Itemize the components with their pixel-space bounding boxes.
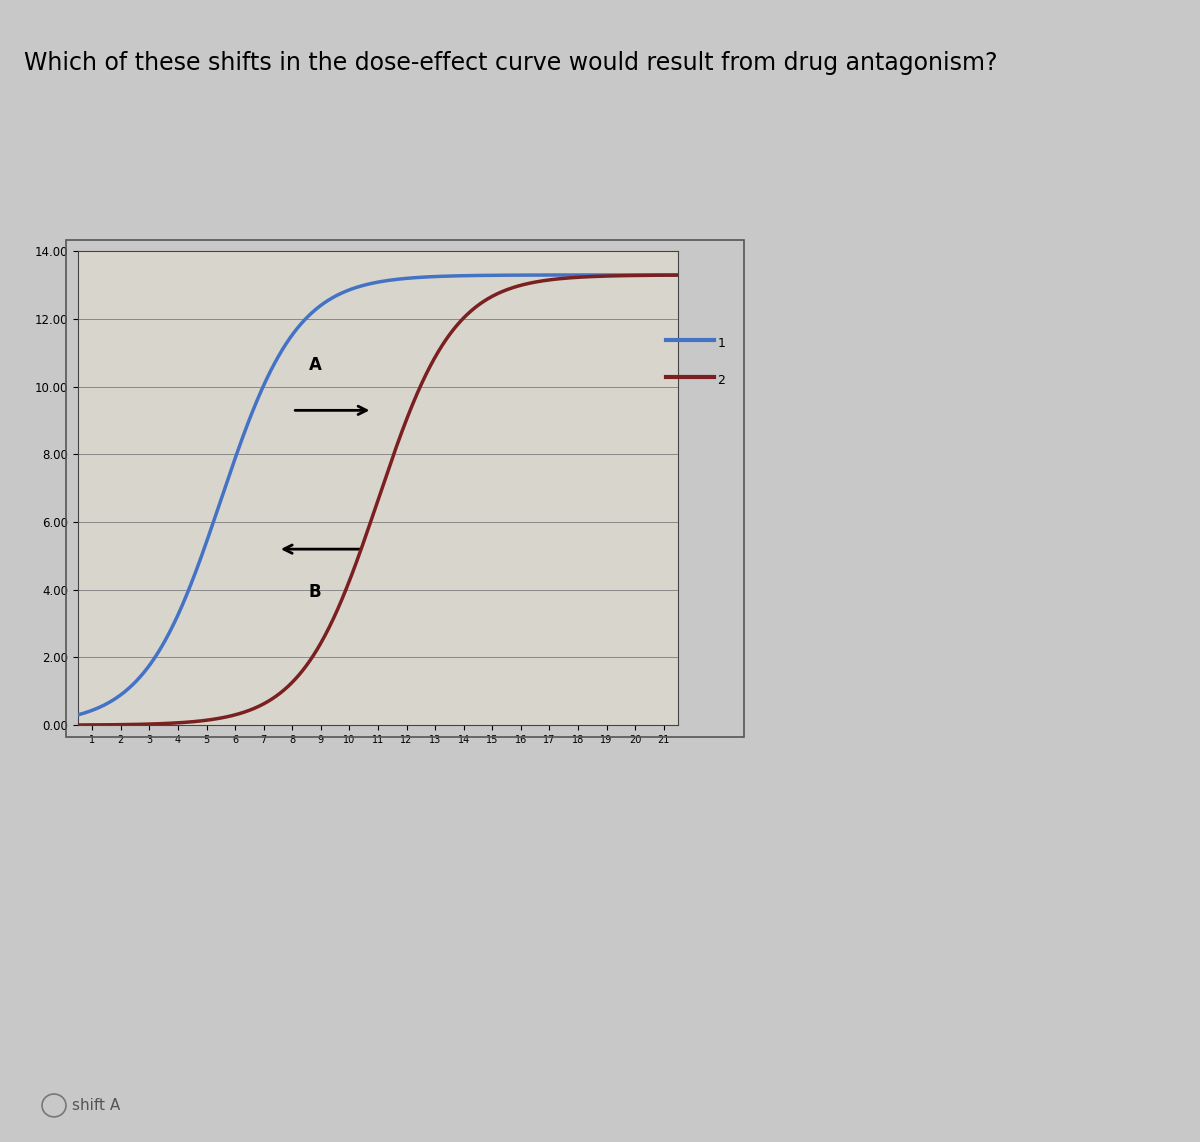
Text: shift A: shift A [72, 1097, 120, 1113]
Text: B: B [308, 582, 322, 601]
Text: A: A [308, 355, 322, 373]
Text: Which of these shifts in the dose-effect curve would result from drug antagonism: Which of these shifts in the dose-effect… [24, 51, 997, 75]
Text: 1: 1 [718, 337, 726, 351]
Text: 2: 2 [718, 373, 726, 387]
